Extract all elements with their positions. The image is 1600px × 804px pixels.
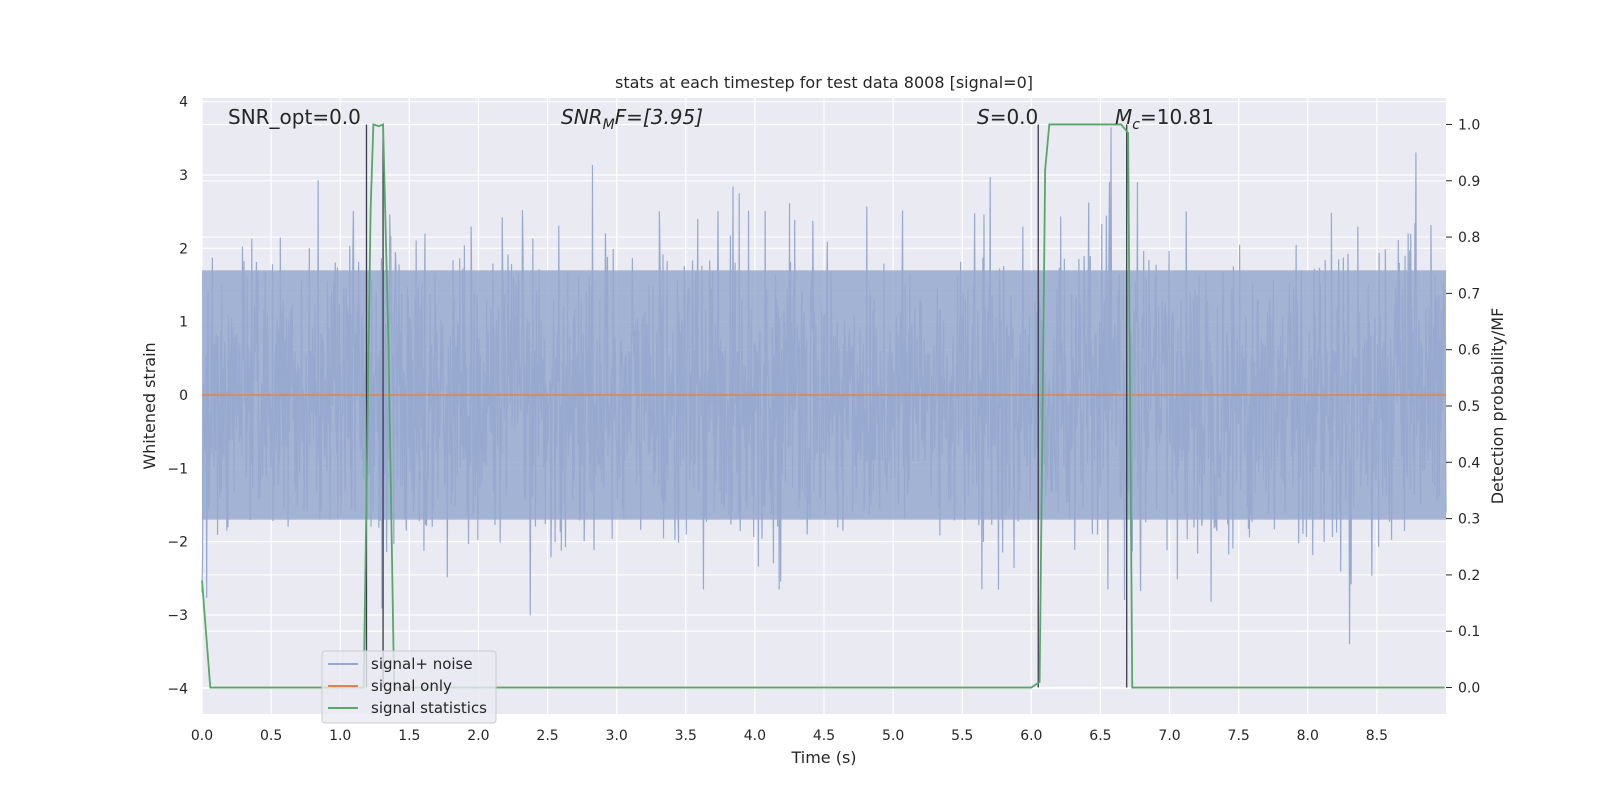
annotation-mc-sub: c bbox=[1132, 117, 1140, 133]
y-right-tick-label: 0.6 bbox=[1458, 343, 1480, 359]
y-right-tick-label: 1.0 bbox=[1458, 117, 1480, 133]
x-axis-ticks: 0.0 0.5 1.0 1.5 2.0 2.5 3.0 3.5 4.0 4.5 5.0 5.5 6.0 6… bbox=[191, 728, 1388, 744]
x-tick-label: 4.0 bbox=[744, 728, 766, 744]
noise-line bbox=[201, 127, 1447, 645]
y-axis-right-ticks: 1.0 0.9 0.8 0.7 0.6 0.5 0.4 0.3 0.2 0.1 0.0 bbox=[1446, 117, 1480, 697]
y-right-tick-label: 0.0 bbox=[1458, 681, 1480, 697]
y-left-tick-label: 3 bbox=[179, 168, 188, 184]
x-tick-label: 7.5 bbox=[1228, 728, 1250, 744]
x-tick-label: 8.5 bbox=[1366, 728, 1388, 744]
legend-label-signal-statistics: signal statistics bbox=[371, 699, 487, 717]
x-tick-label: 8.0 bbox=[1297, 728, 1319, 744]
x-tick-label: 0.5 bbox=[260, 728, 282, 744]
y-left-tick-label: 0 bbox=[179, 388, 188, 404]
y-left-tick-label: −2 bbox=[167, 535, 188, 551]
annotation-snr-mf-rest: F=[3.95] bbox=[615, 105, 703, 129]
x-tick-label: 3.5 bbox=[675, 728, 697, 744]
x-tick-label: 4.5 bbox=[813, 728, 835, 744]
x-tick-label: 5.0 bbox=[882, 728, 904, 744]
y-right-tick-label: 0.1 bbox=[1458, 624, 1480, 640]
annotation-s-rest: =0.0 bbox=[990, 105, 1039, 129]
x-tick-label: 1.0 bbox=[329, 728, 351, 744]
legend-label-signal-noise: signal+ noise bbox=[371, 655, 473, 673]
x-tick-label: 1.5 bbox=[398, 728, 420, 744]
x-tick-label: 0.0 bbox=[191, 728, 213, 744]
y-axis-left-ticks: 4 3 2 1 0 −1 −2 −3 −4 bbox=[167, 95, 188, 698]
y-left-tick-label: 2 bbox=[179, 241, 188, 257]
x-tick-label: 6.0 bbox=[1020, 728, 1042, 744]
annotation-s-main: S bbox=[977, 105, 990, 129]
y-left-tick-label: −4 bbox=[167, 681, 188, 697]
y-left-tick-label: 4 bbox=[179, 95, 188, 111]
annotation-snr-opt: SNR_opt=0.0 bbox=[228, 105, 361, 129]
y-right-tick-label: 0.7 bbox=[1458, 286, 1480, 302]
x-tick-label: 6.5 bbox=[1089, 728, 1111, 744]
annotation-mc-main: M bbox=[1115, 105, 1132, 129]
x-tick-label: 2.5 bbox=[536, 728, 558, 744]
y-right-tick-label: 0.3 bbox=[1458, 512, 1480, 528]
y-right-tick-label: 0.4 bbox=[1458, 455, 1480, 471]
x-tick-label: 5.5 bbox=[951, 728, 973, 744]
x-tick-label: 2.0 bbox=[467, 728, 489, 744]
x-axis-label: Time (s) bbox=[790, 748, 856, 767]
x-tick-label: 7.0 bbox=[1158, 728, 1180, 744]
annotation-s: S=0.0 bbox=[977, 105, 1038, 129]
legend-label-signal-only: signal only bbox=[371, 677, 452, 695]
annotation-snr-mf-sub: M bbox=[603, 117, 615, 133]
legend: signal+ noise signal only signal statist… bbox=[321, 650, 497, 724]
annotation-snr-mf-main: SNR bbox=[561, 105, 603, 129]
y-axis-left-label: Whitened strain bbox=[140, 342, 159, 469]
y-right-tick-label: 0.9 bbox=[1458, 174, 1480, 190]
x-tick-label: 3.0 bbox=[606, 728, 628, 744]
y-right-tick-label: 0.8 bbox=[1458, 230, 1480, 246]
y-axis-right-label: Detection probability/MF bbox=[1488, 308, 1507, 505]
annotation-mc: Mc=10.81 bbox=[1115, 105, 1214, 133]
y-right-tick-label: 0.2 bbox=[1458, 568, 1480, 584]
y-left-tick-label: −3 bbox=[167, 608, 188, 624]
y-left-tick-label: −1 bbox=[167, 461, 188, 477]
legend-box bbox=[321, 650, 497, 724]
y-right-tick-label: 0.5 bbox=[1458, 399, 1480, 415]
chart-title: stats at each timestep for test data 800… bbox=[615, 73, 1033, 92]
annotation-mc-rest: =10.81 bbox=[1140, 105, 1214, 129]
y-left-tick-label: 1 bbox=[179, 315, 188, 331]
annotation-snr-mf: SNRMF=[3.95] bbox=[561, 105, 703, 133]
vertical-markers bbox=[365, 124, 1128, 688]
